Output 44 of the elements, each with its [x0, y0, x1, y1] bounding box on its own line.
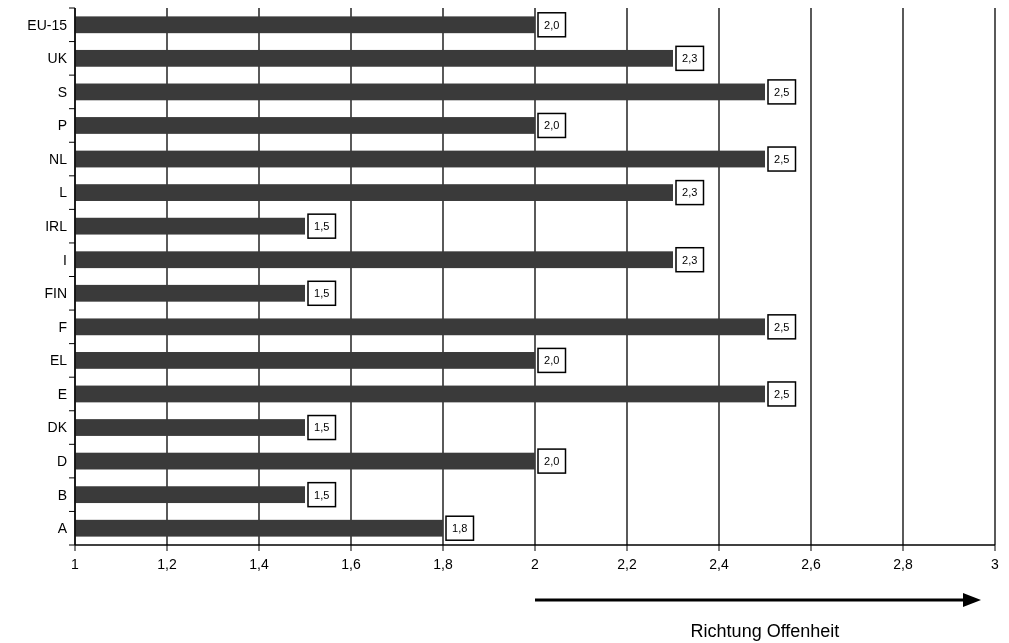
y-tick-label: A	[57, 520, 68, 537]
x-tick-label: 1,8	[433, 556, 453, 572]
y-tick-label: I	[63, 251, 67, 268]
x-tick-label: 1,2	[157, 556, 177, 572]
x-tick-label: 2,8	[893, 556, 913, 572]
y-tick-label: F	[58, 318, 67, 335]
y-tick-label: DK	[47, 419, 68, 436]
data-label: 1,5	[314, 421, 330, 434]
x-tick-label: 2,4	[709, 556, 729, 572]
x-tick-label: 2	[531, 556, 540, 572]
y-tick-label: L	[59, 184, 68, 201]
x-tick-label: 3	[991, 556, 1000, 572]
y-tick-label: FIN	[44, 285, 67, 302]
y-tick-label: UK	[47, 50, 68, 67]
text: Richtung Offenheit	[690, 621, 840, 641]
x-tick-label: 2,6	[801, 556, 821, 572]
y-tick-label: P	[57, 117, 67, 134]
data-label: 2,0	[544, 18, 560, 31]
data-label: 2,3	[682, 52, 698, 65]
data-label: 1,5	[314, 287, 330, 300]
data-label: 2,3	[682, 253, 698, 266]
y-tick-label: IRL	[45, 218, 68, 235]
y-tick-label: D	[56, 452, 67, 469]
y-tick-label: EL	[49, 352, 68, 369]
y-tick-label: E	[57, 385, 67, 402]
data-label: 2,0	[544, 454, 560, 467]
data-label: 2,5	[774, 320, 790, 333]
data-label: 1,5	[314, 220, 330, 233]
data-label: 2,5	[774, 152, 790, 165]
data-label: 2,5	[774, 85, 790, 98]
x-tick-label: 1	[71, 556, 80, 572]
x-tick-label: 1,6	[341, 556, 361, 572]
y-tick-label: S	[57, 83, 67, 100]
y-tick-label: EU-15	[27, 16, 68, 33]
x-tick-label: 2,2	[617, 556, 637, 572]
data-label: 2,3	[682, 186, 698, 199]
data-label: 1,5	[314, 488, 330, 501]
data-label: 2,0	[544, 354, 560, 367]
x-tick-label: 1,4	[249, 556, 269, 572]
y-tick-label: B	[57, 486, 67, 503]
data-label: 2,5	[774, 387, 790, 400]
y-tick-label: NL	[49, 150, 68, 167]
data-label: 1,8	[452, 522, 468, 535]
data-label: 2,0	[544, 119, 560, 132]
